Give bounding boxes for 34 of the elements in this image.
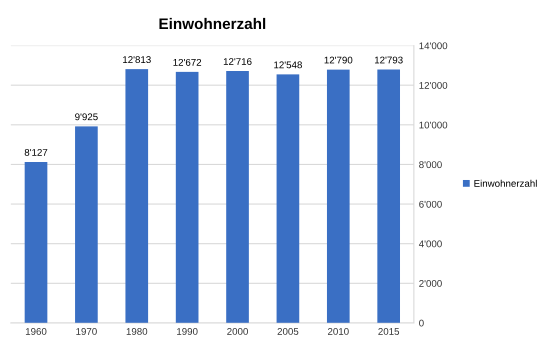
x-tick-label: 1960 xyxy=(26,328,46,335)
x-tick-label: 1990 xyxy=(177,328,198,335)
bar xyxy=(176,72,198,323)
bar xyxy=(326,70,350,323)
y-tick-label: 10'000 xyxy=(419,122,448,128)
x-tick-label: 1970 xyxy=(76,328,97,335)
data-label: 12'813 xyxy=(123,56,151,64)
y-tick-label: 2'000 xyxy=(419,280,442,287)
data-label: 12'548 xyxy=(274,61,302,68)
y-tick-label: 14'000 xyxy=(419,42,448,50)
y-tick-label: 6'000 xyxy=(419,200,442,208)
bar xyxy=(75,126,98,323)
data-label: 8'127 xyxy=(24,148,48,156)
data-label: 9'925 xyxy=(75,113,98,120)
data-label: 12'672 xyxy=(173,58,202,66)
y-tick-label: 0 xyxy=(419,320,424,327)
chart-title: Einwohnerzahl xyxy=(159,18,266,30)
x-tick-label: 1980 xyxy=(126,328,148,335)
y-tick-label: 8'000 xyxy=(419,161,442,168)
x-tick-label: 2015 xyxy=(378,328,400,335)
x-tick-label: 2010 xyxy=(328,328,349,335)
x-tick-label: 2005 xyxy=(278,328,298,335)
data-label: 12'790 xyxy=(324,56,352,64)
data-label: 12'716 xyxy=(224,58,252,65)
legend-label: Einwohnerzahl xyxy=(474,180,537,187)
y-tick-label: 4'000 xyxy=(418,240,442,248)
y-tick-label: 12'000 xyxy=(419,82,448,89)
bar xyxy=(125,69,148,323)
bar xyxy=(276,74,300,323)
x-tick-label: 2000 xyxy=(227,328,248,335)
bar xyxy=(377,70,400,323)
bar xyxy=(24,162,48,323)
bar xyxy=(226,71,249,323)
data-label: 12'793 xyxy=(374,56,403,64)
